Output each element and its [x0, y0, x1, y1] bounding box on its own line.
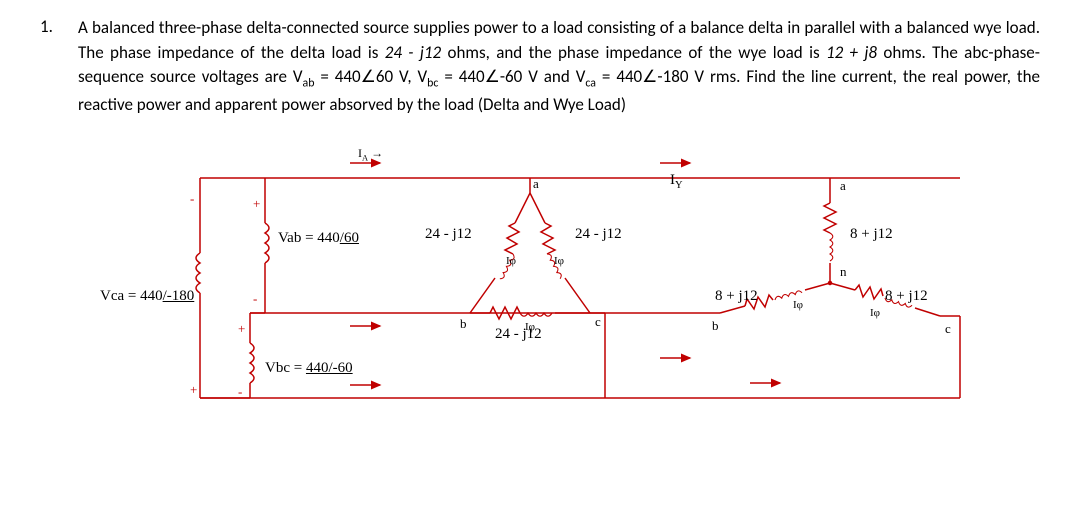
svg-text:Iφ: Iφ: [506, 255, 516, 267]
label-zwye-c: 8 + j12: [885, 288, 928, 305]
sub-ab: ab: [303, 77, 315, 91]
body-after-zdelta: ohms, and the phase impedance of the wye…: [441, 42, 826, 63]
eq-vab: = 440∠60 V, V: [314, 66, 427, 87]
svg-text:-: -: [190, 191, 194, 206]
label-zdelta-ac: 24 - j12: [575, 226, 622, 243]
label-iA-top: IA →: [358, 146, 383, 162]
z-delta-value: 24 - j12: [385, 42, 441, 63]
svg-text:b: b: [712, 318, 719, 333]
svg-text:a: a: [533, 176, 539, 191]
question-number: 1.: [40, 16, 78, 37]
svg-text:-: -: [253, 291, 257, 306]
label-vbc: Vbc = 440/-60: [265, 360, 353, 377]
z-wye-value: 12 + j8: [826, 42, 877, 63]
svg-text:+: +: [238, 321, 245, 336]
label-iy-top: IY: [670, 172, 683, 191]
svg-text:Iφ: Iφ: [793, 299, 803, 311]
svg-text:+: +: [190, 382, 197, 397]
svg-text:b: b: [460, 316, 467, 331]
label-vab: Vab = 440/60: [278, 230, 359, 247]
circuit-diagram: + - + - - + a b c a b c n Iφ Iφ Iφ Iφ Iφ: [190, 148, 970, 418]
sub-ca: ca: [585, 77, 596, 91]
svg-text:Iφ: Iφ: [554, 255, 564, 267]
svg-text:Iφ: Iφ: [870, 307, 880, 319]
svg-text:+: +: [253, 196, 260, 211]
svg-text:a: a: [840, 178, 846, 193]
svg-text:n: n: [840, 264, 847, 279]
label-zdelta-bc: 24 - j12: [495, 326, 542, 343]
circuit-svg: + - + - - + a b c a b c n Iφ Iφ Iφ Iφ Iφ: [190, 148, 970, 418]
label-vca: Vca = 440/-180: [100, 288, 194, 305]
svg-text:c: c: [595, 314, 601, 329]
label-zwye-b: 8 + j12: [715, 288, 758, 305]
label-zdelta-ab: 24 - j12: [425, 226, 472, 243]
sub-bc: bc: [427, 77, 438, 91]
label-zwye-a: 8 + j12: [850, 226, 893, 243]
eq-vbc: = 440∠-60 V and V: [438, 66, 585, 87]
question-body: A balanced three-phase delta-connected s…: [78, 16, 1040, 118]
svg-text:-: -: [238, 384, 242, 399]
svg-text:c: c: [945, 321, 951, 336]
